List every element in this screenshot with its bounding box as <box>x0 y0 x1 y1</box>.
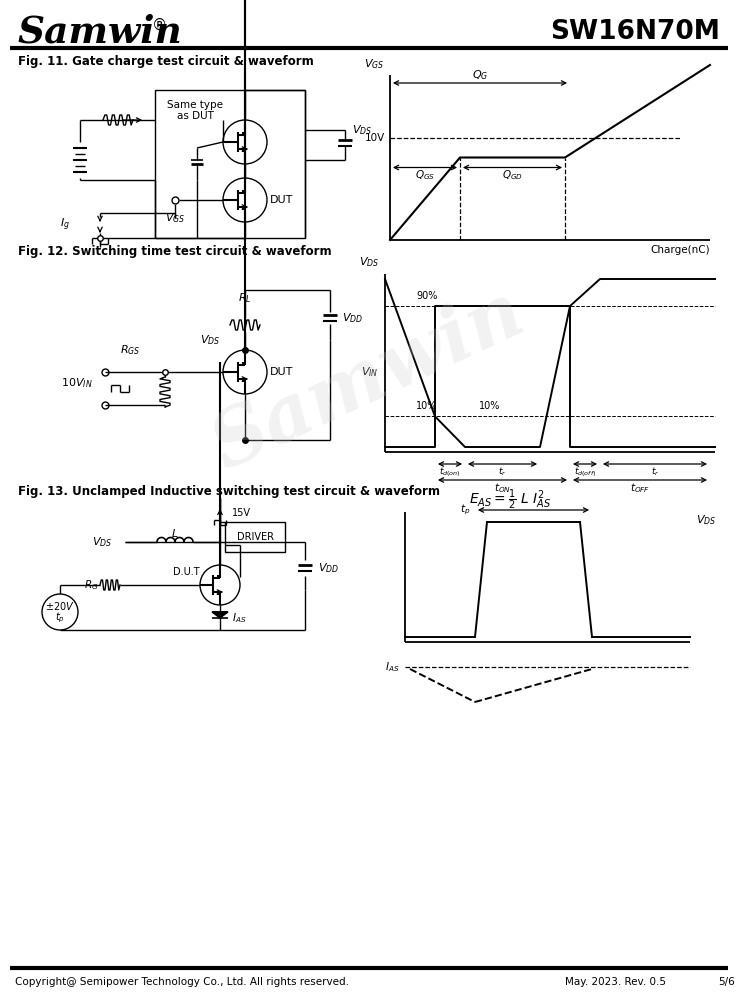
Polygon shape <box>212 612 228 618</box>
Text: Copyright@ Semipower Technology Co., Ltd. All rights reserved.: Copyright@ Semipower Technology Co., Ltd… <box>15 977 349 987</box>
Circle shape <box>223 178 267 222</box>
Text: $E_{AS} = \frac{1}{2}\ L\ I_{AS}^{2}$: $E_{AS} = \frac{1}{2}\ L\ I_{AS}^{2}$ <box>469 488 551 512</box>
Text: $R_{GS}$: $R_{GS}$ <box>120 343 140 357</box>
Bar <box>155 90 305 238</box>
Text: $V_{IN}$: $V_{IN}$ <box>362 365 379 379</box>
Text: $Q_G$: $Q_G$ <box>472 68 489 82</box>
Text: May. 2023. Rev. 0.5: May. 2023. Rev. 0.5 <box>565 977 666 987</box>
Text: $V_{DD}$: $V_{DD}$ <box>318 561 339 575</box>
Text: Samwin: Samwin <box>18 13 183 50</box>
Circle shape <box>200 565 240 605</box>
Text: $t_p$: $t_p$ <box>55 611 65 625</box>
Text: $±20V$: $±20V$ <box>45 600 75 612</box>
Text: Fig. 12. Switching time test circuit & waveform: Fig. 12. Switching time test circuit & w… <box>18 245 331 258</box>
Text: $t_{d(off)}$: $t_{d(off)}$ <box>574 465 596 479</box>
Text: $V_{GS}$: $V_{GS}$ <box>165 211 185 225</box>
Text: $t_{OFF}$: $t_{OFF}$ <box>630 481 650 495</box>
Text: $t_p$: $t_p$ <box>460 503 470 517</box>
Text: DRIVER: DRIVER <box>236 532 274 542</box>
Text: Samwin: Samwin <box>201 276 537 484</box>
Text: $10V_{IN}$: $10V_{IN}$ <box>61 376 93 390</box>
Text: Same type: Same type <box>167 100 223 110</box>
Text: $V_{DS}$: $V_{DS}$ <box>92 535 112 549</box>
Text: Fig. 11. Gate charge test circuit & waveform: Fig. 11. Gate charge test circuit & wave… <box>18 55 314 68</box>
Text: $I_g$: $I_g$ <box>60 217 70 233</box>
Text: as DUT: as DUT <box>176 111 213 121</box>
Text: $Q_{GS}$: $Q_{GS}$ <box>415 169 435 182</box>
Text: $I_{AS}$: $I_{AS}$ <box>384 660 399 674</box>
Text: $V_{DS}$: $V_{DS}$ <box>359 255 379 269</box>
Text: $V_{DD}$: $V_{DD}$ <box>342 311 363 325</box>
Text: $L$: $L$ <box>171 527 179 539</box>
Text: ®: ® <box>152 17 168 32</box>
Text: 5/6: 5/6 <box>718 977 735 987</box>
Text: Charge(nC): Charge(nC) <box>650 245 710 255</box>
Circle shape <box>42 594 78 630</box>
Text: $I_{AS}$: $I_{AS}$ <box>232 611 246 625</box>
Circle shape <box>223 350 267 394</box>
Text: 10%: 10% <box>479 401 500 411</box>
Text: $R_G$: $R_G$ <box>83 578 98 592</box>
Text: DUT: DUT <box>270 367 294 377</box>
Text: $Q_{GD}$: $Q_{GD}$ <box>502 169 523 182</box>
Text: $t_r$: $t_r$ <box>498 466 507 478</box>
Bar <box>225 522 285 552</box>
Text: $V_{DS}$: $V_{DS}$ <box>200 333 220 347</box>
Text: 10V: 10V <box>365 133 385 143</box>
Circle shape <box>223 120 267 164</box>
Text: $V_{DS}$: $V_{DS}$ <box>696 513 717 527</box>
Text: $V_{DS}$: $V_{DS}$ <box>352 123 372 137</box>
Text: $t_{d(on)}$: $t_{d(on)}$ <box>439 465 461 479</box>
Text: 90%: 90% <box>416 291 438 301</box>
Text: Fig. 13. Unclamped Inductive switching test circuit & waveform: Fig. 13. Unclamped Inductive switching t… <box>18 486 440 498</box>
Text: SW16N70M: SW16N70M <box>550 19 720 45</box>
Text: D.U.T: D.U.T <box>173 567 200 577</box>
Text: 10%: 10% <box>416 401 438 411</box>
Text: DUT: DUT <box>270 195 294 205</box>
Text: $t_{ON}$: $t_{ON}$ <box>494 481 511 495</box>
Text: $R_L$: $R_L$ <box>238 291 252 305</box>
Text: $V_{GS}$: $V_{GS}$ <box>364 57 384 71</box>
Text: 15V: 15V <box>232 508 251 518</box>
Text: $t_r$: $t_r$ <box>651 466 659 478</box>
